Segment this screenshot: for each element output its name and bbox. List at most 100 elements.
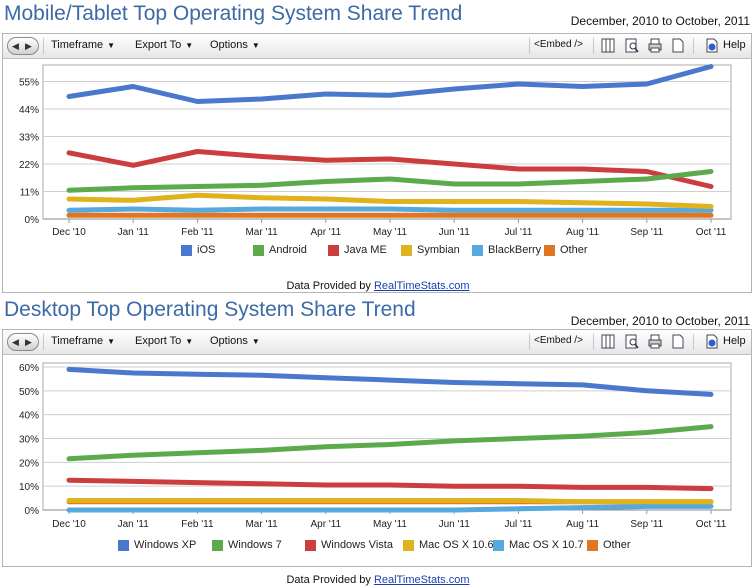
help-icon[interactable] bbox=[705, 38, 719, 53]
legend-swatch bbox=[401, 245, 412, 256]
toolbar: ◀ ▶ Timeframe ▼ Export To ▼ Options ▼ <Embe… bbox=[3, 34, 751, 59]
legend-label[interactable]: iOS bbox=[197, 244, 216, 256]
help-button[interactable]: Help bbox=[723, 39, 746, 51]
embed-button[interactable]: <Embed /> bbox=[534, 39, 583, 50]
help-icon[interactable] bbox=[705, 334, 719, 349]
print-icon[interactable] bbox=[648, 334, 662, 349]
caret-down-icon: ▼ bbox=[107, 41, 116, 50]
help-button[interactable]: Help bbox=[723, 335, 746, 347]
legend-label[interactable]: Other bbox=[603, 539, 631, 551]
legend-label[interactable]: BlackBerry bbox=[488, 244, 542, 256]
legend-swatch bbox=[253, 245, 264, 256]
x-tick-label: May '11 bbox=[373, 227, 407, 238]
zoom-icon[interactable] bbox=[625, 334, 639, 349]
export-menu[interactable]: Export To ▼ bbox=[135, 39, 194, 51]
chart-panel: ◀ ▶ Timeframe ▼ Export To ▼ Options ▼ <Embe… bbox=[2, 33, 752, 293]
caret-down-icon: ▼ bbox=[107, 337, 116, 346]
series-line-windows-xp bbox=[66, 366, 714, 397]
x-tick-label: Aug '11 bbox=[566, 519, 599, 530]
arrow-left-icon[interactable]: ◀ bbox=[12, 337, 19, 347]
series-line-java-me bbox=[66, 149, 714, 189]
x-tick-label: Jun '11 bbox=[439, 519, 471, 530]
arrow-left-icon[interactable]: ◀ bbox=[12, 41, 19, 51]
series-line-windows-7 bbox=[66, 424, 714, 462]
date-range: December, 2010 to October, 2011 bbox=[570, 14, 750, 28]
chart-panel: ◀ ▶ Timeframe ▼ Export To ▼ Options ▼ <Embe… bbox=[2, 329, 752, 567]
document-icon[interactable] bbox=[671, 38, 685, 53]
legend-label[interactable]: Mac OS X 10.6 bbox=[419, 539, 494, 551]
legend-swatch bbox=[493, 540, 504, 551]
x-tick-label: Apr '11 bbox=[310, 227, 341, 238]
legend-label[interactable]: Windows 7 bbox=[228, 539, 282, 551]
toolbar-divider bbox=[43, 38, 44, 54]
arrow-right-icon[interactable]: ▶ bbox=[25, 41, 32, 51]
realtimestats-link[interactable]: RealTimeStats.com bbox=[373, 574, 470, 586]
line-chart: 55% 44% 33% 22% 11% 0% Dec '10 Jan '11 Feb '11 Ma… bbox=[19, 64, 732, 238]
realtimestats-link[interactable]: RealTimeStats.com bbox=[373, 280, 470, 292]
zoom-icon[interactable] bbox=[625, 38, 639, 53]
toolbar: ◀ ▶ Timeframe ▼ Export To ▼ Options ▼ <Embe… bbox=[3, 330, 751, 355]
embed-button[interactable]: <Embed /> bbox=[534, 335, 583, 346]
caret-down-icon: ▼ bbox=[251, 41, 260, 50]
series-line-blackberry bbox=[66, 206, 714, 213]
export-menu[interactable]: Export To ▼ bbox=[135, 335, 194, 347]
y-tick-label: 40% bbox=[19, 411, 39, 422]
desktop-os-section: Desktop Top Operating System Share Trend… bbox=[0, 296, 756, 588]
x-tick-label: Sep '11 bbox=[630, 519, 663, 530]
y-tick-label: 33% bbox=[19, 133, 39, 144]
legend-swatch bbox=[587, 540, 598, 551]
arrow-right-icon[interactable]: ▶ bbox=[25, 337, 32, 347]
x-tick-label: Oct '11 bbox=[696, 519, 727, 530]
series-line-mac-os-x-10-7 bbox=[66, 503, 714, 513]
line-chart: 60% 50% 40% 30% 20% 10% 0% Dec '10 Jan '11 Feb '1… bbox=[19, 362, 732, 530]
print-icon[interactable] bbox=[648, 38, 662, 53]
options-menu[interactable]: Options ▼ bbox=[210, 335, 260, 347]
legend-swatch bbox=[181, 245, 192, 256]
caret-down-icon: ▼ bbox=[185, 337, 194, 346]
toolbar-divider bbox=[693, 334, 694, 350]
y-tick-label: 0% bbox=[25, 215, 40, 226]
toolbar-divider bbox=[593, 38, 594, 54]
caret-down-icon: ▼ bbox=[185, 41, 194, 50]
toolbar-divider bbox=[43, 334, 44, 350]
options-menu[interactable]: Options ▼ bbox=[210, 39, 260, 51]
legend-label[interactable]: Other bbox=[560, 244, 588, 256]
chart-title: Desktop Top Operating System Share Trend bbox=[4, 298, 416, 321]
series-line-windows-vista bbox=[66, 477, 714, 492]
toolbar-divider bbox=[593, 334, 594, 350]
y-tick-label: 50% bbox=[19, 387, 39, 398]
chart-legend: iOS Android Java ME Symbian BlackBerry Other bbox=[3, 244, 751, 259]
columns-icon[interactable] bbox=[601, 334, 615, 349]
toolbar-divider bbox=[693, 38, 694, 54]
toolbar-divider bbox=[529, 38, 530, 54]
timeframe-menu[interactable]: Timeframe ▼ bbox=[51, 39, 116, 51]
series-line-android bbox=[66, 169, 714, 193]
legend-label[interactable]: Symbian bbox=[417, 244, 460, 256]
prev-next-button[interactable]: ◀ ▶ bbox=[7, 333, 39, 351]
y-tick-label: 0% bbox=[25, 506, 40, 517]
prev-next-button[interactable]: ◀ ▶ bbox=[7, 37, 39, 55]
legend-label[interactable]: Java ME bbox=[344, 244, 387, 256]
x-tick-label: Jul '11 bbox=[504, 519, 532, 530]
legend-swatch bbox=[403, 540, 414, 551]
mobile-os-section: Mobile/Tablet Top Operating System Share… bbox=[2, 2, 752, 293]
y-tick-label: 10% bbox=[19, 482, 39, 493]
legend-swatch bbox=[212, 540, 223, 551]
legend-label[interactable]: Windows XP bbox=[134, 539, 197, 551]
legend-swatch bbox=[305, 540, 316, 551]
legend-label[interactable]: Windows Vista bbox=[321, 539, 393, 551]
timeframe-menu[interactable]: Timeframe ▼ bbox=[51, 335, 116, 347]
x-tick-label: Jan '11 bbox=[118, 519, 150, 530]
legend-swatch bbox=[118, 540, 129, 551]
columns-icon[interactable] bbox=[601, 38, 615, 53]
y-tick-label: 44% bbox=[19, 105, 39, 116]
toolbar-divider bbox=[529, 334, 530, 350]
x-tick-label: Dec '10 bbox=[52, 519, 86, 530]
legend-label[interactable]: Android bbox=[269, 244, 307, 256]
y-tick-label: 11% bbox=[20, 188, 39, 199]
x-tick-label: Sep '11 bbox=[630, 227, 663, 238]
legend-label[interactable]: Mac OS X 10.7 bbox=[509, 539, 584, 551]
document-icon[interactable] bbox=[671, 334, 685, 349]
chart-title: Mobile/Tablet Top Operating System Share… bbox=[4, 2, 463, 25]
x-tick-label: Dec '10 bbox=[52, 227, 86, 238]
